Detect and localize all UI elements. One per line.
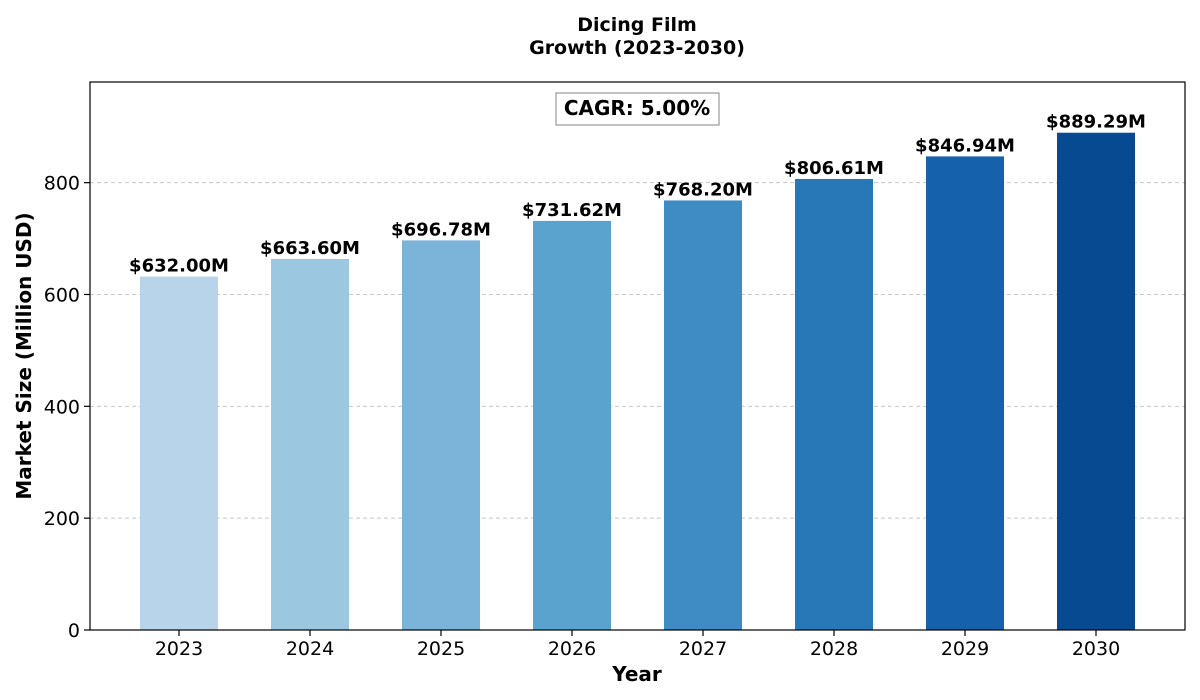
x-axis-label: Year xyxy=(611,662,662,686)
bar-value-label: $632.00M xyxy=(129,256,229,277)
bar-value-label: $768.20M xyxy=(653,179,753,200)
grid-lines xyxy=(90,182,1185,519)
bar-2030 xyxy=(1057,132,1135,630)
bars xyxy=(140,132,1135,631)
bar-value-label: $696.78M xyxy=(391,219,491,240)
bar-value-label: $889.29M xyxy=(1046,112,1146,133)
x-tick-label: 2026 xyxy=(548,638,596,660)
x-axis-ticks: 2023 2024 2025 2026 2027 2028 2029 2030 xyxy=(155,630,1120,660)
bar-data-labels: $632.00M $663.60M $696.78M $731.62M $768.20M… xyxy=(129,112,1146,277)
bar-value-label: $846.94M xyxy=(915,135,1015,156)
chart-title-line-1: Dicing Film xyxy=(577,14,697,36)
y-tick-label: 800 xyxy=(44,173,80,195)
x-tick-label: 2024 xyxy=(286,638,334,660)
x-tick-label: 2025 xyxy=(417,638,465,660)
x-tick-label: 2029 xyxy=(941,638,989,660)
bar-2025 xyxy=(402,240,480,630)
bar-2027 xyxy=(664,200,742,630)
bar-value-label: $663.60M xyxy=(260,238,360,259)
y-axis-ticks: 0 200 400 600 800 xyxy=(44,173,90,642)
cagr-label: CAGR: 5.00% xyxy=(564,96,710,120)
bar-2029 xyxy=(926,156,1004,631)
bar-2024 xyxy=(271,258,349,630)
cagr-box xyxy=(555,92,720,126)
y-tick-label: 200 xyxy=(44,508,80,530)
y-axis-label: Market Size (Million USD) xyxy=(12,212,36,499)
bar-2028 xyxy=(795,178,873,631)
cagr-annotation: CAGR: 5.00% xyxy=(555,92,720,126)
x-tick-label: 2030 xyxy=(1072,638,1120,660)
y-tick-label: 600 xyxy=(44,284,80,306)
bar-2026 xyxy=(533,220,611,630)
y-tick-label: 400 xyxy=(44,396,80,418)
bar-2023 xyxy=(140,276,218,630)
bar-value-label: $731.62M xyxy=(522,200,622,221)
plot-area-frame xyxy=(89,81,1186,631)
y-tick-label: 0 xyxy=(68,620,80,642)
x-tick-label: 2028 xyxy=(810,638,858,660)
x-tick-label: 2027 xyxy=(679,638,727,660)
bar-value-label: $806.61M xyxy=(784,158,884,179)
chart-title-line-2: Growth (2023-2030) xyxy=(529,37,745,59)
x-tick-label: 2023 xyxy=(155,638,203,660)
